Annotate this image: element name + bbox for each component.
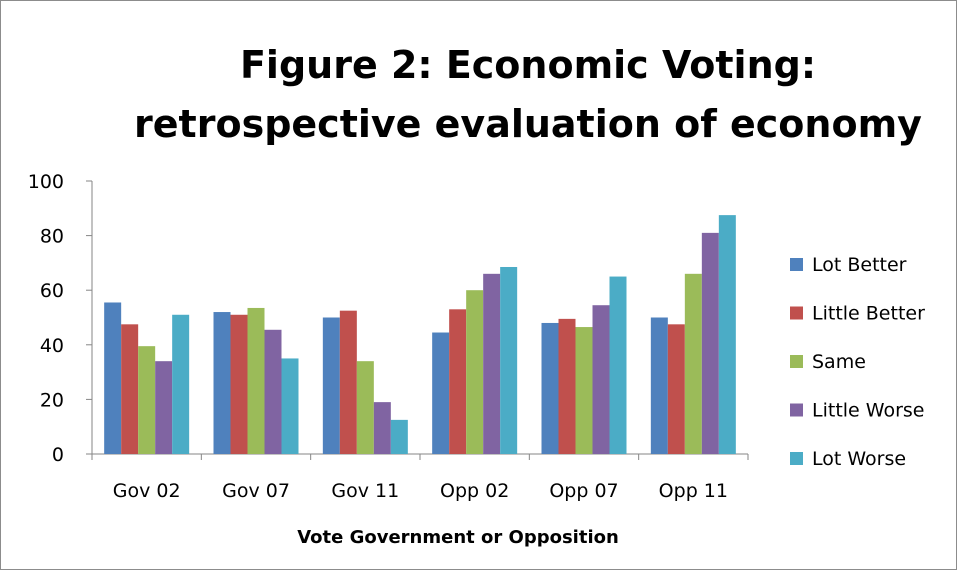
legend-swatch-same [790,355,803,368]
bar-little-worse-opp-11 [701,232,719,454]
legend-swatch-little-better [790,306,803,320]
bar-lot-worse-gov-07 [281,358,299,454]
bar-same-gov-07 [247,307,265,454]
legend-label: Little Worse [812,400,924,422]
bar-little-worse-opp-07 [592,305,610,454]
legend-label: Lot Worse [812,448,906,470]
bar-lot-better-opp-11 [650,317,668,454]
chart-title-line-2: retrospective evaluation of economy [134,102,922,146]
bar-lot-better-gov-02 [104,302,122,454]
x-category-label: Gov 07 [222,480,290,502]
legend-swatch-little-worse [790,403,803,417]
bar-little-better-opp-02 [449,309,467,454]
bar-little-better-gov-11 [339,310,357,454]
bar-little-worse-opp-02 [483,273,501,454]
bar-same-gov-11 [356,361,374,454]
bar-lot-worse-opp-11 [718,215,736,454]
y-tick-label: 60 [40,280,64,302]
bar-same-opp-11 [684,273,702,454]
legend-label: Same [812,351,866,373]
legend-swatch-lot-worse [790,452,803,465]
bar-same-opp-07 [575,327,593,454]
legend-label: Lot Better [812,254,907,276]
x-category-label: Opp 07 [549,480,618,502]
bar-little-worse-gov-11 [373,402,391,454]
y-tick-label: 40 [40,335,64,357]
bar-lot-worse-opp-07 [609,276,627,454]
bar-little-better-opp-11 [667,324,685,454]
x-axis-title: Vote Government or Opposition [297,527,619,548]
legend-label: Little Better [812,303,925,325]
bar-lot-better-opp-07 [541,322,559,454]
legend-swatch-lot-better [790,258,803,271]
x-category-label: Gov 02 [113,480,181,502]
bar-little-worse-gov-07 [264,329,282,454]
bar-lot-worse-opp-02 [500,266,518,454]
x-category-label: Gov 11 [331,480,399,502]
x-category-label: Opp 11 [659,480,728,502]
x-axis: Gov 02 Gov 07 Gov 11 Opp 02 Opp 07 Opp 11 [91,453,749,502]
y-tick-label: 100 [28,171,64,193]
bars [104,215,736,454]
y-tick-label: 0 [52,444,64,466]
bar-lot-better-opp-02 [432,332,450,454]
bar-little-better-gov-07 [230,314,248,454]
bar-lot-better-gov-07 [213,312,231,454]
bar-little-better-gov-02 [121,324,139,454]
legend: Lot Better Little Better Same Little Worse L… [790,254,925,470]
y-axis: 0 20 40 60 80 100 [28,171,93,466]
bar-lot-worse-gov-02 [172,314,190,454]
y-tick-label: 20 [40,389,64,411]
bar-little-better-opp-07 [558,318,576,454]
chart-title-line-1: Figure 2: Economic Voting: [240,43,816,87]
bar-little-worse-gov-02 [155,361,173,454]
y-tick-label: 80 [40,226,64,248]
bar-same-opp-02 [466,290,484,454]
bar-lot-worse-gov-11 [390,419,408,454]
bar-lot-better-gov-11 [322,317,340,454]
x-category-label: Opp 02 [440,480,509,502]
bar-same-gov-02 [138,346,156,454]
